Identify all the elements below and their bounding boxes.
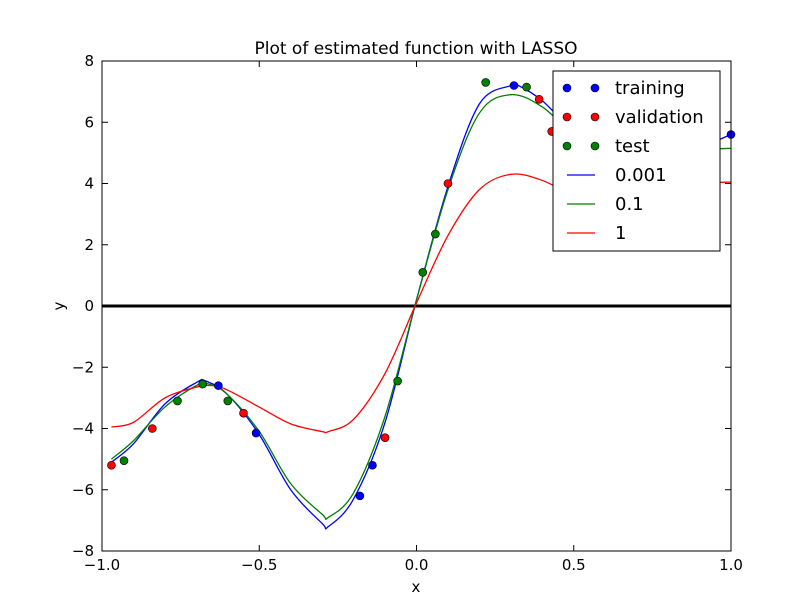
x-tick-label: 1.0 — [719, 556, 743, 574]
y-tick-label: 2 — [84, 236, 94, 254]
point-training-4 — [509, 81, 519, 90]
point-test-4 — [393, 376, 402, 386]
y-tick-label: 0 — [84, 297, 94, 315]
legend-marker — [562, 141, 572, 151]
y-tick-label: 6 — [84, 113, 94, 131]
x-axis-label: x — [412, 578, 421, 596]
x-tick-label: −0.5 — [241, 556, 277, 574]
legend-box — [552, 70, 721, 252]
point-training-2 — [355, 491, 365, 501]
legend-label-test: test — [615, 136, 650, 157]
legend-label-0.001: 0.001 — [615, 165, 667, 186]
point-validation-1 — [148, 424, 157, 433]
point-test-0 — [119, 456, 129, 465]
point-test-3 — [223, 396, 233, 406]
legend: training validation test 0.001 0.1 1 — [552, 70, 721, 252]
y-axis-label: y — [50, 301, 68, 310]
point-test-5 — [418, 268, 428, 277]
point-validation-4 — [443, 179, 453, 188]
point-training-3 — [368, 460, 377, 470]
point-test-6 — [431, 229, 440, 239]
point-validation-5 — [534, 94, 544, 104]
y-tick-label: −6 — [72, 481, 94, 499]
legend-label-validation: validation — [615, 107, 704, 128]
legend-label-1: 1 — [615, 223, 626, 244]
point-training-1 — [251, 428, 261, 438]
ticks-layer: −1.0 −0.5 0.0 0.5 1.0 −8 −6 −4 −2 0 2 4 6 8 — [72, 52, 743, 574]
point-test-1 — [173, 396, 182, 406]
point-validation-2 — [239, 408, 248, 418]
legend-marker — [590, 141, 600, 151]
y-tick-label: 4 — [84, 175, 94, 193]
point-test-8 — [522, 82, 531, 92]
point-test-7 — [481, 78, 490, 87]
point-validation-3 — [380, 433, 390, 442]
y-tick-label: −8 — [72, 542, 94, 560]
point-test-2 — [198, 379, 207, 389]
point-training-0 — [214, 381, 223, 390]
legend-marker — [590, 112, 600, 122]
y-tick-label: 8 — [84, 52, 94, 70]
x-tick-label: −1.0 — [84, 556, 120, 574]
x-tick-label: 0.0 — [405, 556, 429, 574]
x-tick-label: 0.5 — [562, 556, 586, 574]
legend-label-0.1: 0.1 — [615, 194, 644, 215]
legend-marker — [590, 83, 600, 93]
legend-marker — [562, 83, 572, 93]
legend-marker — [562, 112, 572, 122]
y-tick-label: −2 — [72, 358, 94, 376]
y-tick-label: −4 — [72, 420, 94, 438]
point-validation-0 — [107, 460, 116, 470]
chart-title: Plot of estimated function with LASSO — [254, 39, 577, 59]
legend-label-training: training — [615, 78, 685, 99]
